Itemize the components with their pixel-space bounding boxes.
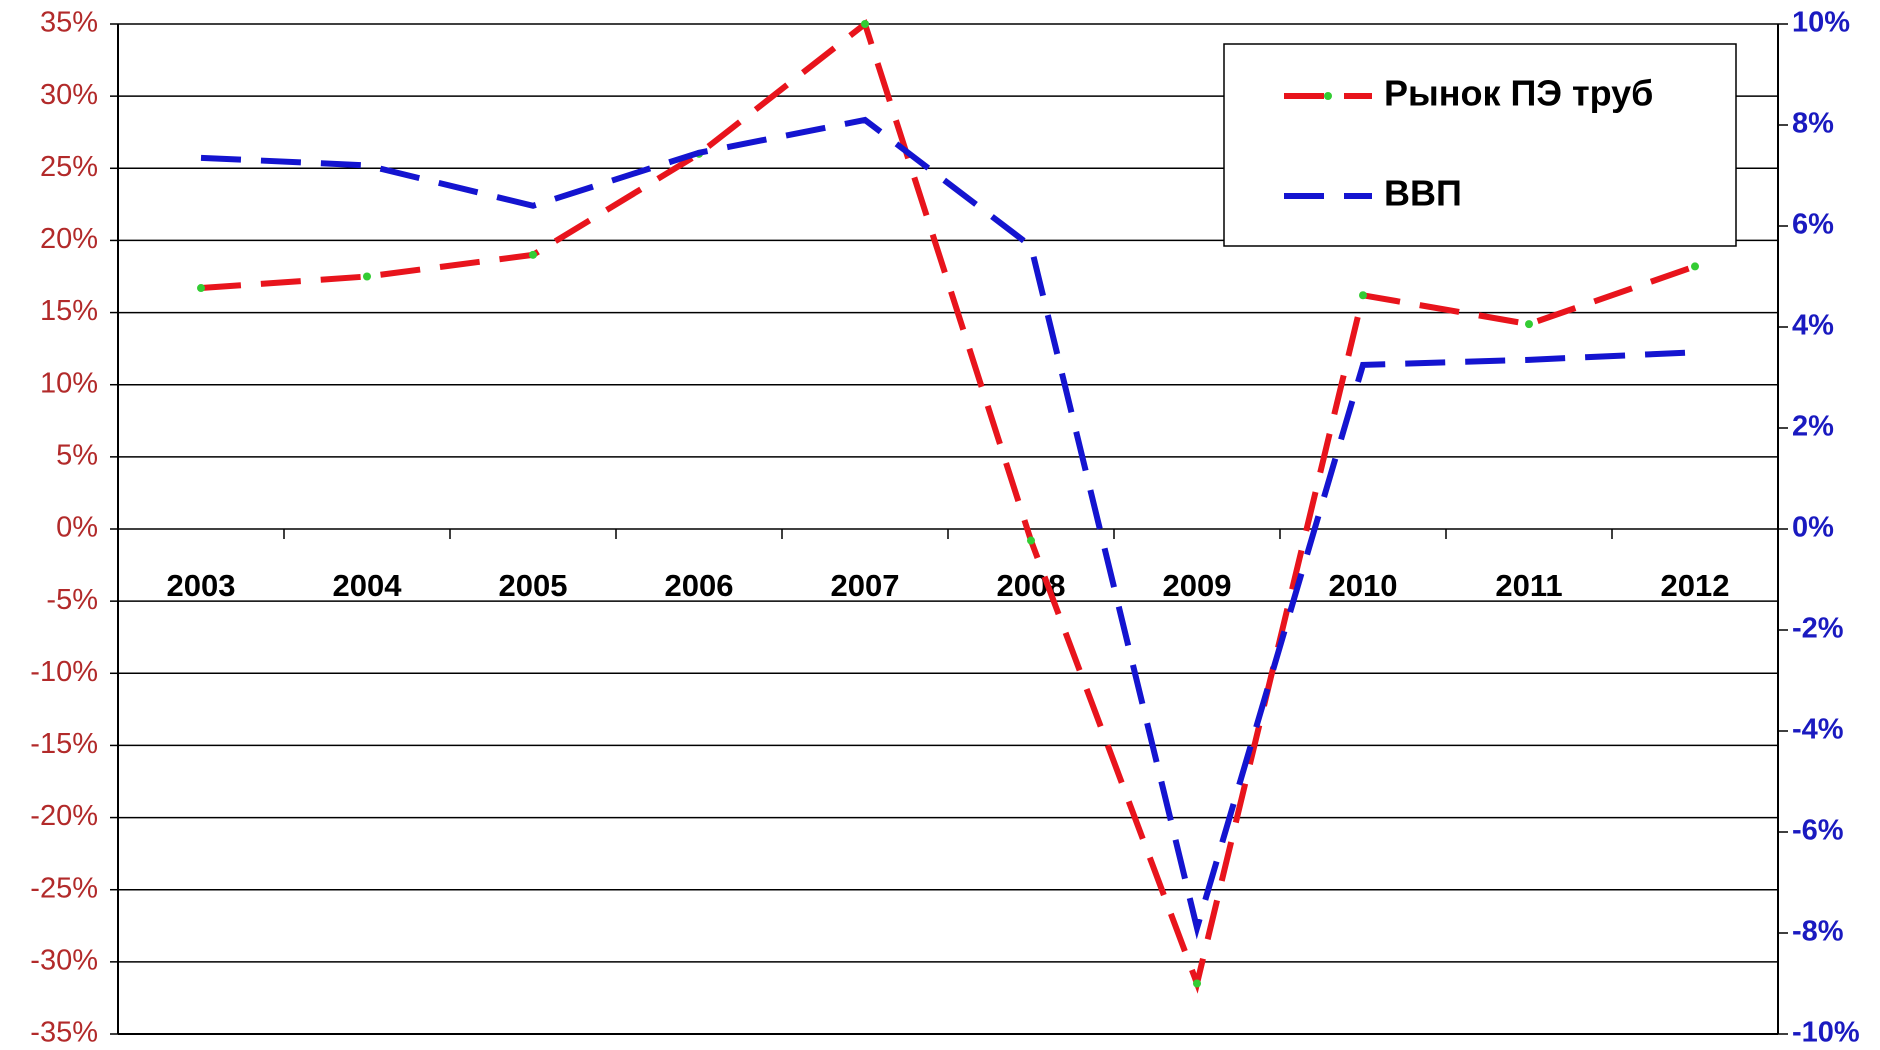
y-tick-label: -35%	[30, 1017, 98, 1049]
series-line	[200, 116, 1696, 940]
point-marker	[1525, 320, 1533, 329]
y2-tick-label: -6%	[1792, 815, 1844, 847]
y-tick-label: 0%	[56, 512, 98, 544]
point-marker	[1691, 262, 1699, 271]
x-tick-label: 2010	[1329, 568, 1398, 603]
point-marker	[1359, 291, 1367, 300]
point-marker	[861, 20, 869, 28]
y-tick-label: 25%	[40, 151, 98, 183]
x-tick-label: 2007	[831, 568, 900, 603]
y2-tick-label: 6%	[1792, 209, 1834, 241]
y-tick-label: 15%	[40, 295, 98, 327]
x-tick-label: 2012	[1661, 568, 1730, 603]
point-marker	[363, 272, 371, 281]
x-tick-label: 2006	[665, 568, 734, 603]
point-marker	[529, 250, 537, 259]
x-tick-label: 2004	[333, 568, 403, 603]
y2-tick-label: -2%	[1792, 613, 1844, 645]
point-marker	[197, 284, 205, 293]
y-tick-label: -20%	[30, 800, 98, 832]
x-tick-label: 2005	[499, 568, 568, 603]
x-tick-label: 2003	[167, 568, 236, 603]
y-tick-label: 5%	[56, 440, 98, 472]
legend-label: Рынок ПЭ труб	[1384, 73, 1653, 114]
point-marker	[1193, 979, 1201, 988]
y2-tick-label: -4%	[1792, 714, 1844, 746]
y2-tick-label: -8%	[1792, 916, 1844, 948]
legend-box	[1223, 43, 1737, 247]
legend-label: ВВП	[1384, 173, 1462, 214]
y-tick-label: 35%	[40, 7, 98, 39]
y-tick-label: -10%	[30, 656, 98, 688]
y2-tick-label: 4%	[1792, 310, 1834, 342]
y-tick-label: 10%	[40, 367, 98, 399]
y-tick-label: -5%	[46, 584, 98, 616]
y-tick-label: -15%	[30, 728, 98, 760]
x-tick-label: 2009	[1163, 568, 1232, 603]
y2-tick-label: 10%	[1792, 7, 1850, 39]
series-line	[200, 18, 1696, 994]
y2-tick-label: -10%	[1792, 1017, 1860, 1049]
legend-marker	[1324, 92, 1332, 100]
y2-tick-label: 2%	[1792, 411, 1834, 443]
y-tick-label: 20%	[40, 223, 98, 255]
y-tick-label: -30%	[30, 945, 98, 977]
y2-tick-label: 0%	[1792, 512, 1834, 544]
y2-tick-label: 8%	[1792, 108, 1834, 140]
point-marker	[1027, 536, 1035, 545]
y-tick-label: 30%	[40, 79, 98, 111]
x-tick-label: 2011	[1495, 568, 1562, 603]
y-tick-label: -25%	[30, 872, 98, 904]
